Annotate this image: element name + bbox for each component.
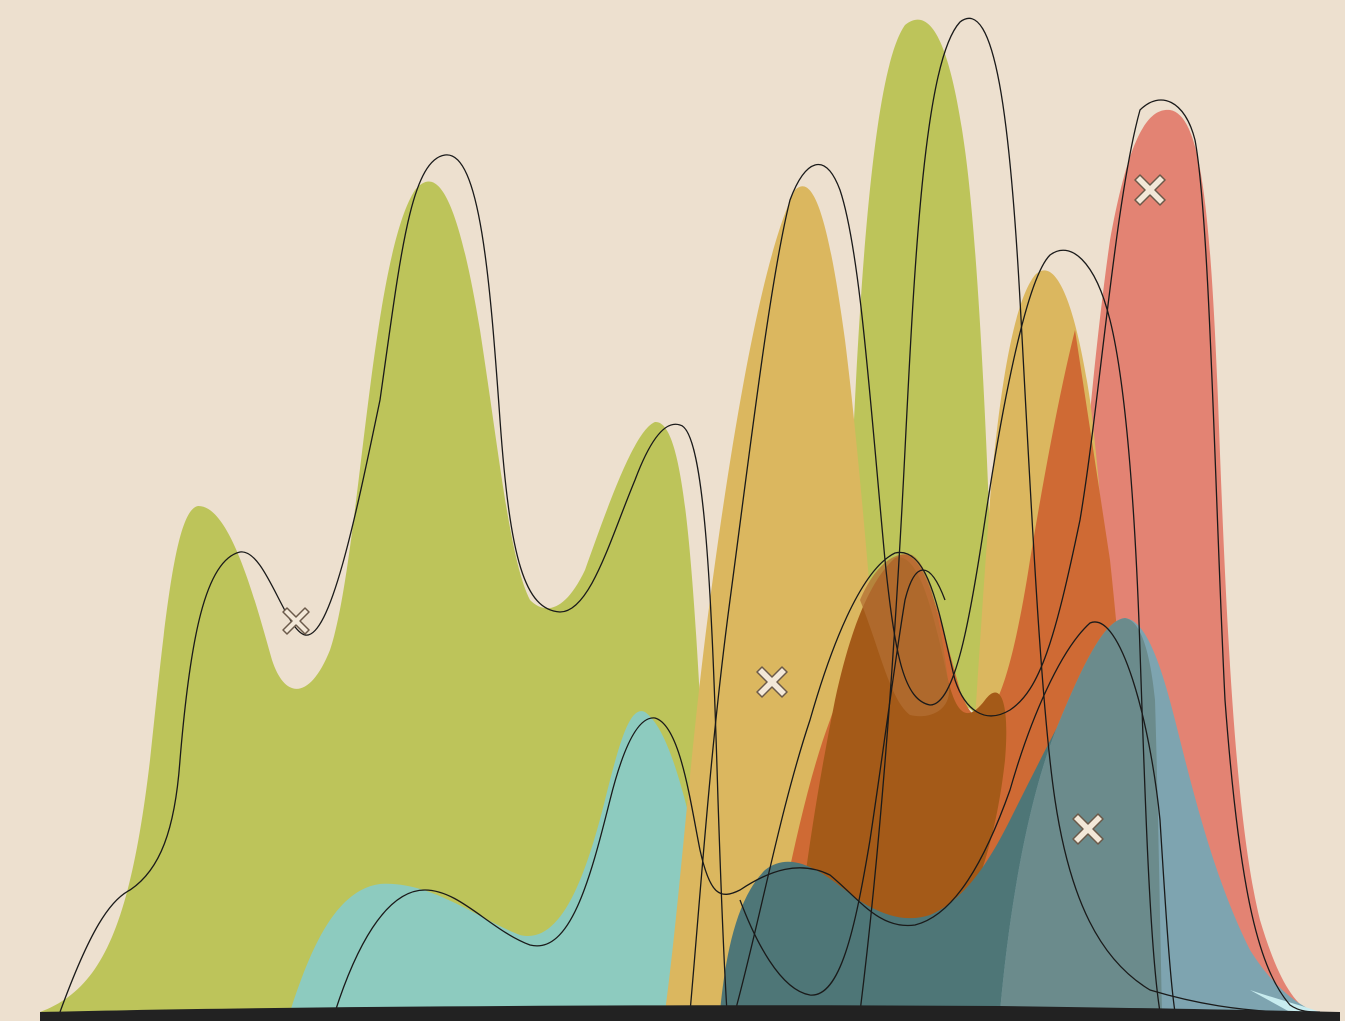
outline-curve-tall <box>859 17 1281 1013</box>
x-mark-icon <box>756 666 788 698</box>
teal-lobe-shape <box>290 711 760 1012</box>
x-mark-icon <box>1134 174 1166 206</box>
x-mark-icon <box>1072 813 1104 845</box>
outline-curve-olive <box>734 99 1321 1013</box>
x-markers <box>282 174 1166 845</box>
outline-curve-teal <box>334 621 1176 1013</box>
slate-overlap-shape <box>1000 618 1162 1012</box>
olive-ridge-shape <box>40 181 712 1013</box>
baseline <box>40 1005 1340 1021</box>
x-mark-icon <box>282 607 310 635</box>
outline-curve-left <box>59 154 728 1013</box>
outline-curve-bottom <box>739 569 946 996</box>
outline-curve-mustard <box>689 163 1161 1013</box>
outline-curves <box>59 17 1321 1013</box>
pale-cyan-sliver-shape <box>1250 990 1320 1012</box>
dark-rust-hump-shape <box>860 554 950 717</box>
